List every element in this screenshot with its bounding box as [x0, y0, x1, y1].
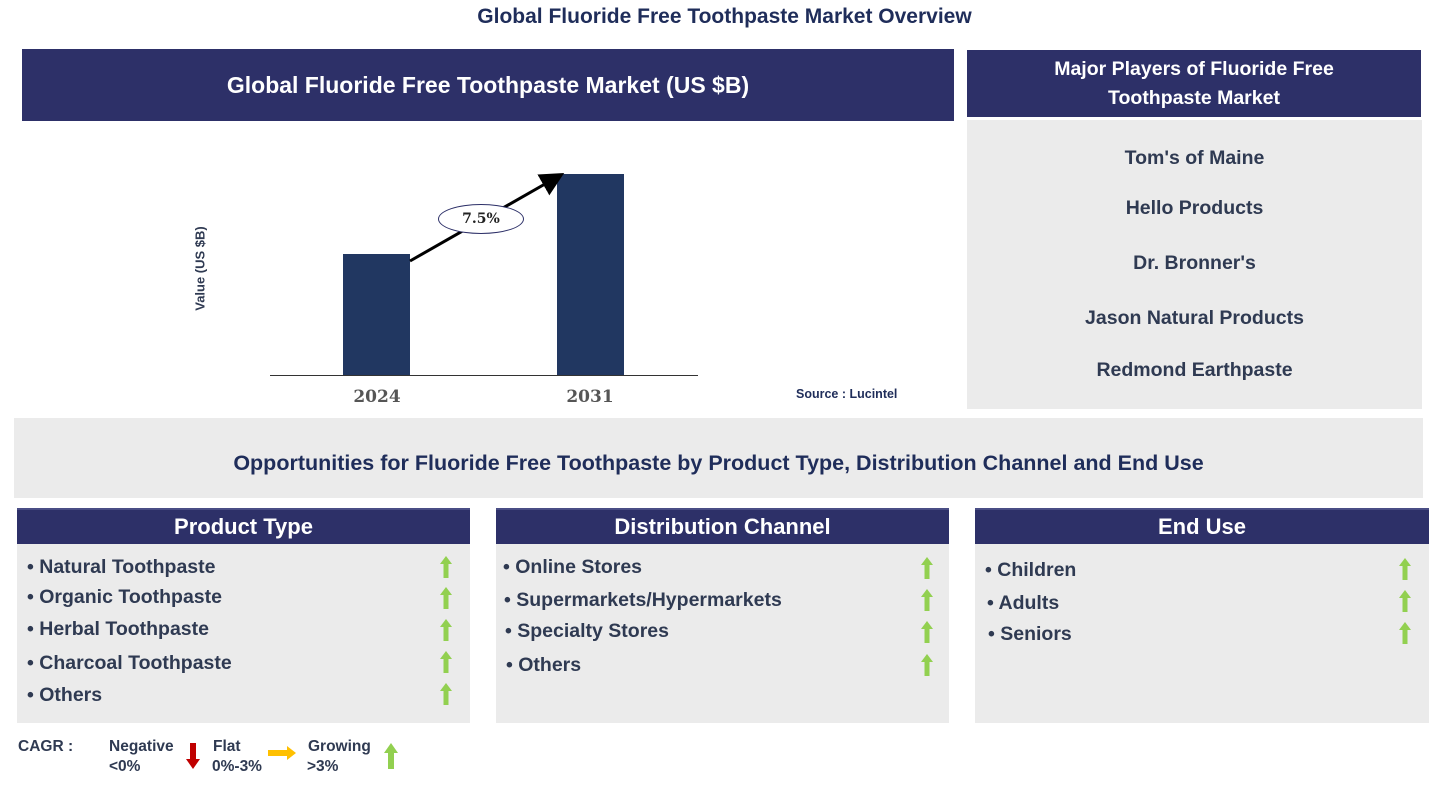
cagr-legend: CAGR : Negative <0% Flat 0%-3% Growing >… — [18, 737, 418, 787]
list-item: • Specialty Stores — [505, 620, 669, 642]
legend-title: CAGR : — [18, 738, 74, 755]
x-axis-line — [270, 375, 698, 376]
player-item: Tom's of Maine — [1124, 147, 1265, 169]
legend-negative-label: Negative — [109, 738, 174, 755]
bar-2031 — [557, 174, 624, 375]
list-item: • Herbal Toothpaste — [27, 618, 209, 640]
players-list: Tom's of Maine Hello Products Dr. Bronne… — [967, 120, 1422, 409]
bar-2024 — [343, 254, 410, 375]
flat-right-arrow-icon — [268, 746, 296, 760]
negative-down-arrow-icon — [186, 743, 200, 769]
growing-up-arrow-icon — [440, 651, 452, 673]
panel-header: End Use — [975, 508, 1429, 544]
list-item: • Organic Toothpaste — [27, 586, 222, 608]
growing-up-arrow-icon — [440, 556, 452, 578]
growing-up-arrow-icon — [440, 683, 452, 705]
chart-header: Global Fluoride Free Toothpaste Market (… — [22, 49, 954, 121]
list-item: • Supermarkets/Hypermarkets — [504, 589, 782, 611]
list-item: • Children — [985, 559, 1077, 581]
growing-up-arrow-icon — [440, 619, 452, 641]
legend-flat-label: Flat — [213, 738, 241, 755]
list-item: • Seniors — [988, 623, 1072, 645]
player-item: Redmond Earthpaste — [1096, 359, 1293, 381]
cagr-arrow-icon — [409, 173, 565, 263]
growing-up-arrow-icon — [921, 621, 933, 643]
x-tick-2031: 2031 — [566, 387, 614, 407]
panel-header: Distribution Channel — [496, 508, 949, 544]
source-note: Source : Lucintel — [796, 387, 898, 401]
player-item: Dr. Bronner's — [1133, 252, 1256, 274]
x-tick-2024: 2024 — [353, 387, 401, 407]
list-item: • Others — [27, 684, 103, 706]
growing-up-arrow-icon — [921, 557, 933, 579]
growing-up-arrow-icon — [921, 654, 933, 676]
list-item: • Adults — [987, 592, 1060, 614]
growing-up-arrow-icon — [1399, 558, 1411, 580]
panel-body: • Children • Adults • Seniors — [975, 544, 1429, 723]
opportunities-title: Opportunities for Fluoride Free Toothpas… — [14, 418, 1423, 498]
list-item: • Natural Toothpaste — [27, 556, 216, 578]
cagr-label: 7.5% — [438, 204, 524, 234]
player-item: Jason Natural Products — [1085, 307, 1304, 329]
legend-growing-label: Growing — [308, 738, 371, 755]
growing-up-arrow-icon — [1399, 622, 1411, 644]
growing-up-arrow-icon — [921, 589, 933, 611]
panel-body: • Natural Toothpaste • Organic Toothpast… — [17, 544, 470, 723]
legend-growing-range: >3% — [307, 758, 339, 775]
legend-flat-range: 0%-3% — [212, 758, 262, 775]
page-title: Global Fluoride Free Toothpaste Market O… — [477, 5, 972, 28]
market-bar-chart: Value (US $B) 7.5% 2024 2031 Source : Lu… — [22, 121, 954, 411]
panel-body: • Online Stores • Supermarkets/Hypermark… — [496, 544, 949, 723]
list-item: • Charcoal Toothpaste — [27, 652, 232, 674]
panel-distribution-channel: Distribution Channel • Online Stores • S… — [496, 508, 949, 723]
players-header: Major Players of Fluoride Free Toothpast… — [967, 50, 1421, 117]
panel-product-type: Product Type • Natural Toothpaste • Orga… — [17, 508, 470, 723]
growing-up-arrow-icon — [384, 743, 398, 769]
legend-negative-range: <0% — [109, 758, 141, 775]
growing-up-arrow-icon — [1399, 590, 1411, 612]
panel-header: Product Type — [17, 508, 470, 544]
player-item: Hello Products — [1125, 197, 1264, 219]
list-item: • Others — [506, 654, 582, 676]
growing-up-arrow-icon — [440, 587, 452, 609]
panel-end-use: End Use • Children • Adults • Seniors — [975, 508, 1429, 723]
list-item: • Online Stores — [503, 556, 643, 578]
